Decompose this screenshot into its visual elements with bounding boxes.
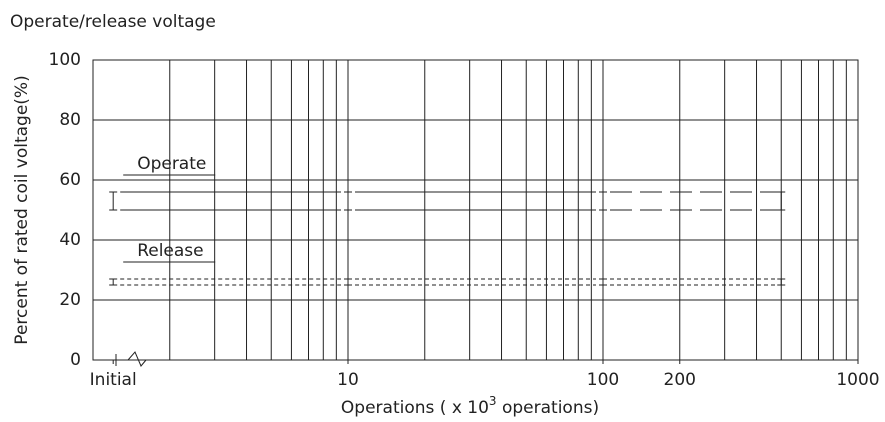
x-tick-label: Initial xyxy=(90,370,137,390)
series-label: Release xyxy=(137,241,203,261)
y-tick-label: 40 xyxy=(59,230,81,250)
range-bar xyxy=(109,191,118,211)
chart-title: Operate/release voltage xyxy=(10,12,216,32)
x-label-tail: operations) xyxy=(497,398,600,418)
x-tick-label: 1000 xyxy=(836,370,879,390)
x-label-text: Operations ( x 10 xyxy=(341,398,489,418)
range-bar xyxy=(777,278,786,286)
x-tick-label: 200 xyxy=(664,370,696,390)
range-bar xyxy=(344,191,352,211)
range-bar xyxy=(109,278,118,286)
y-tick-label: 80 xyxy=(59,110,81,130)
x-label-sup: 3 xyxy=(489,394,497,408)
range-bar xyxy=(599,191,607,211)
x-tick-label: 100 xyxy=(587,370,619,390)
y-tick-label: 100 xyxy=(49,50,81,70)
axis-break xyxy=(110,351,147,367)
y-tick-label: 0 xyxy=(70,350,81,370)
x-tick-label: 10 xyxy=(337,370,359,390)
y-axis-label: Percent of rated coil voltage(%) xyxy=(12,75,32,344)
x-axis-label: Operations ( x 103 operations) xyxy=(341,394,599,419)
range-bar xyxy=(599,278,607,286)
range-bar xyxy=(344,278,352,286)
range-bar xyxy=(777,191,786,211)
series-label: Operate xyxy=(137,154,206,174)
y-tick-label: 60 xyxy=(59,170,81,190)
y-tick-label: 20 xyxy=(59,290,81,310)
